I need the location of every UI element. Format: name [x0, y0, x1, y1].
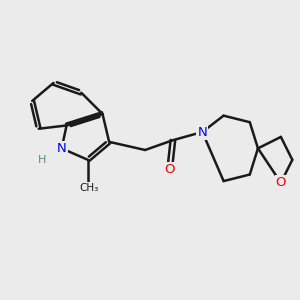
Text: N: N — [57, 142, 67, 155]
Text: O: O — [164, 163, 175, 176]
Text: CH₃: CH₃ — [80, 183, 99, 193]
Text: O: O — [276, 176, 286, 189]
Text: N: N — [197, 125, 207, 139]
Text: H: H — [38, 155, 46, 165]
